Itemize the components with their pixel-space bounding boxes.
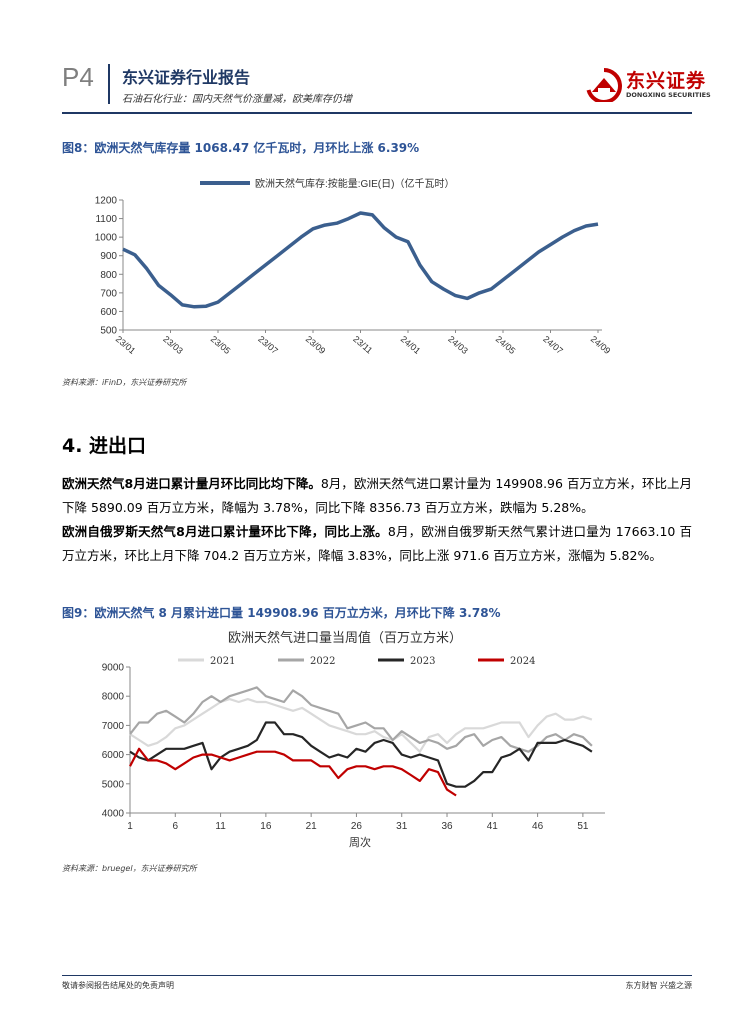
logo-icon bbox=[586, 68, 622, 102]
legend-label: 2024 bbox=[510, 656, 535, 667]
x-tick-label: 23/11 bbox=[351, 334, 374, 356]
legend-label: 2022 bbox=[310, 656, 335, 667]
x-tick-label: 23/07 bbox=[256, 334, 280, 356]
figure-source: 资料来源：bruegel，东兴证券研究所 bbox=[62, 864, 197, 873]
footer-left: 敬请参阅报告结尾处的免责声明 bbox=[62, 981, 174, 990]
page-number: P4 bbox=[62, 62, 94, 92]
x-axis-label: 周次 bbox=[349, 835, 371, 849]
header-divider bbox=[108, 64, 110, 104]
x-tick-label: 6 bbox=[173, 821, 179, 832]
x-tick-label: 23/03 bbox=[161, 334, 185, 356]
paragraph-text: 8月，欧洲天然气进口累计量为 149908.96 百万立方米，环比上月下降 58… bbox=[62, 476, 693, 515]
x-tick-label: 24/09 bbox=[589, 334, 613, 356]
footer-rule bbox=[62, 975, 692, 976]
logo-english: DONGXING SECURITIES bbox=[626, 91, 711, 99]
y-tick-label: 9000 bbox=[102, 663, 125, 674]
chart: 500 600 700 800 900 1000 1100 1200 23/01 23/03 23/… bbox=[95, 177, 613, 356]
footer-right: 东方财智 兴盛之源 bbox=[625, 981, 692, 990]
report-subtitle: 石油石化行业：国内天然气价涨量减，欧美库存仍增 bbox=[122, 94, 352, 105]
x-tick-label: 1 bbox=[127, 821, 133, 832]
paragraph: 欧洲自俄罗斯天然气8月进口累计量环比下降，同比上涨。8月，欧洲自俄罗斯天然气累计… bbox=[62, 520, 692, 568]
logo-name: 东兴证券 bbox=[626, 70, 707, 92]
paragraph-text: 8月，欧洲自俄罗斯天然气累计进口量为 17663.10 百万立方米，环比上月下降… bbox=[62, 524, 693, 563]
x-tick-label: 23/05 bbox=[209, 334, 233, 356]
x-tick-label: 21 bbox=[306, 821, 318, 832]
section-heading: 4. 进出口 bbox=[62, 435, 147, 457]
x-tick-label: 26 bbox=[351, 821, 363, 832]
logo-door bbox=[598, 88, 610, 96]
y-tick-label: 8000 bbox=[102, 692, 125, 703]
header-rule bbox=[62, 112, 692, 114]
x-tick-label: 24/07 bbox=[541, 334, 565, 356]
x-tick-label: 23/09 bbox=[304, 334, 328, 356]
series-line bbox=[129, 686, 593, 753]
y-tick-label: 4000 bbox=[102, 809, 125, 820]
paragraph-lead: 欧洲天然气8月进口累计量月环比同比均下降。 bbox=[62, 476, 321, 491]
chart-title: 欧洲天然气进口量当周值（百万立方米） bbox=[228, 630, 462, 646]
y-tick-label: 1200 bbox=[95, 196, 118, 207]
y-tick-label: 1000 bbox=[95, 233, 118, 244]
x-tick-label: 51 bbox=[577, 821, 589, 832]
y-tick-label: 700 bbox=[100, 288, 117, 299]
figure-source: 资料来源：iFinD，东兴证券研究所 bbox=[62, 378, 187, 387]
x-tick-label: 46 bbox=[532, 821, 544, 832]
y-tick-label: 600 bbox=[100, 307, 117, 318]
y-tick-label: 900 bbox=[100, 251, 117, 262]
paragraph-lead: 欧洲自俄罗斯天然气8月进口累计量环比下降，同比上涨。 bbox=[62, 524, 388, 539]
y-tick-label: 1100 bbox=[95, 214, 117, 225]
x-tick-label: 24/01 bbox=[399, 334, 423, 356]
figure-caption: 图9：欧洲天然气 8 月累计进口量 149908.96 百万立方米，月环比下降 … bbox=[62, 606, 501, 620]
y-tick-label: 500 bbox=[100, 326, 117, 337]
y-tick-label: 800 bbox=[100, 270, 117, 281]
x-tick-label: 11 bbox=[215, 821, 226, 832]
x-tick-label: 36 bbox=[441, 821, 453, 832]
series-line bbox=[129, 747, 457, 797]
x-tick-label: 24/05 bbox=[494, 334, 518, 356]
chart: 欧洲天然气进口量当周值（百万立方米） 周次 4000 5000 6000 7000 80… bbox=[102, 630, 605, 849]
y-tick-label: 6000 bbox=[102, 750, 125, 761]
legend-label: 欧洲天然气库存:按能量:GIE(日)（亿千瓦时） bbox=[255, 177, 454, 190]
x-tick-label: 23/01 bbox=[114, 334, 138, 356]
series-line bbox=[129, 698, 593, 753]
x-tick-label: 24/03 bbox=[446, 334, 470, 356]
paragraph: 欧洲天然气8月进口累计量月环比同比均下降。8月，欧洲天然气进口累计量为 1499… bbox=[62, 472, 692, 520]
x-tick-label: 16 bbox=[260, 821, 272, 832]
x-tick-label: 31 bbox=[396, 821, 408, 832]
x-tick-label: 41 bbox=[487, 821, 499, 832]
series-line bbox=[129, 721, 593, 788]
figure-caption: 图8：欧洲天然气库存量 1068.47 亿千瓦时，月环比上涨 6.39% bbox=[62, 141, 420, 155]
legend-label: 2023 bbox=[410, 656, 435, 667]
legend-label: 2021 bbox=[210, 656, 235, 667]
y-tick-label: 5000 bbox=[102, 779, 125, 790]
y-tick-label: 7000 bbox=[102, 721, 125, 732]
logo-arc bbox=[586, 68, 622, 102]
series-line bbox=[122, 211, 599, 309]
report-title: 东兴证券行业报告 bbox=[122, 68, 251, 87]
